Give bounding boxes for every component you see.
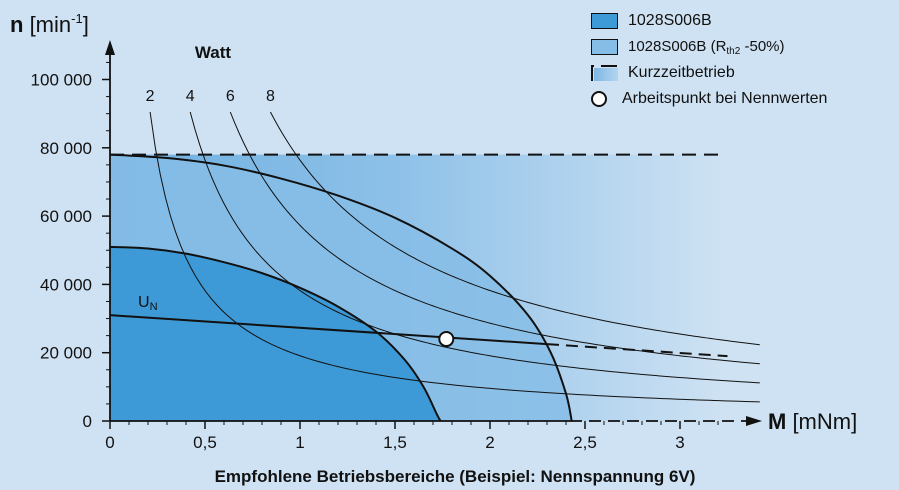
legend-label-text: 1028S006B <box>628 12 712 29</box>
legend-label-text: Kurzzeitbetrieb <box>628 64 735 81</box>
un-label-sub: N <box>150 301 158 313</box>
x-tick-label: 3 <box>675 433 684 452</box>
y-tick-label: 20 000 <box>40 344 92 363</box>
legend-label-sub: th2 <box>726 46 741 57</box>
chart-title: Empfohlene Betriebsbereiche (Beispiel: N… <box>215 467 696 486</box>
legend-item: 1028S006B (Rth2 -50%) <box>591 38 785 57</box>
power-curve-4w <box>189 111 760 384</box>
power-curve-6w <box>229 111 760 365</box>
y-axis-label-sup: -1 <box>71 11 83 26</box>
legend-label: Kurzzeitbetrieb <box>628 64 735 82</box>
legend-label-rest: -50%) <box>740 38 785 55</box>
legend-dash-top <box>601 65 617 67</box>
legend-item: 1028S006B <box>591 12 712 30</box>
power-curves <box>149 111 760 403</box>
legend-swatch <box>591 38 618 55</box>
y-axis-label-close: ] <box>83 12 89 37</box>
power-curve-8w <box>269 111 760 346</box>
legend-item: Kurzzeitbetrieb <box>591 64 735 82</box>
x-axis-label-symbol: M <box>768 409 786 434</box>
x-tick-label: 1 <box>295 433 304 452</box>
y-axis-arrow <box>105 40 115 55</box>
power-curve-2w <box>149 111 760 403</box>
x-tick-label: 2,5 <box>573 433 597 452</box>
power-label-4w: 4 <box>186 88 195 105</box>
x-axis-label-unit: [mNm] <box>786 409 857 434</box>
y-tick-label: 0 <box>83 412 92 431</box>
x-axis-arrow <box>746 416 762 426</box>
boundary-1028s006b <box>109 245 442 422</box>
x-tick-label: 0 <box>105 433 114 452</box>
region-1028s006b <box>110 246 441 421</box>
power-label-8w: 8 <box>266 88 275 105</box>
legend-item: Arbeitspunkt bei Nennwerten <box>586 90 827 108</box>
y-tick-label: 60 000 <box>40 207 92 226</box>
x-tick-label: 1,5 <box>383 433 407 452</box>
legend-dash-fill <box>594 68 618 81</box>
power-label-6w: 6 <box>226 88 235 105</box>
legend-swatch <box>591 13 618 29</box>
operating-point <box>438 331 455 348</box>
legend-dash-bracket <box>591 65 594 81</box>
legend-dash-swatch <box>591 65 618 81</box>
y-axis-label-symbol: n <box>10 12 23 37</box>
y-tick-label: 100 000 <box>31 71 92 90</box>
boundary-rth2 <box>109 153 573 422</box>
legend-label: Arbeitspunkt bei Nennwerten <box>622 90 827 108</box>
y-tick-label: 40 000 <box>40 275 92 294</box>
legend-label: 1028S006B (Rth2 -50%) <box>628 38 785 57</box>
x-tick-label: 2 <box>485 433 494 452</box>
legend-label: 1028S006B <box>628 12 712 30</box>
y-axis-label-unit: [min <box>23 12 71 37</box>
un-line-dashed <box>546 343 728 358</box>
y-axis-label: n [min-1] <box>10 11 89 37</box>
un-line-solid <box>109 314 548 346</box>
y-tick-label: 80 000 <box>40 139 92 158</box>
legend-label-text: 1028S006B (R <box>628 38 727 55</box>
power-label-2w: 2 <box>146 88 155 105</box>
legend-label-text: Arbeitspunkt bei Nennwerten <box>622 90 828 107</box>
watt-heading: Watt <box>195 43 232 62</box>
x-tick-label: 0,5 <box>193 433 217 452</box>
legend-circle <box>591 91 607 107</box>
x-axis-label: M [mNm] <box>768 409 857 434</box>
